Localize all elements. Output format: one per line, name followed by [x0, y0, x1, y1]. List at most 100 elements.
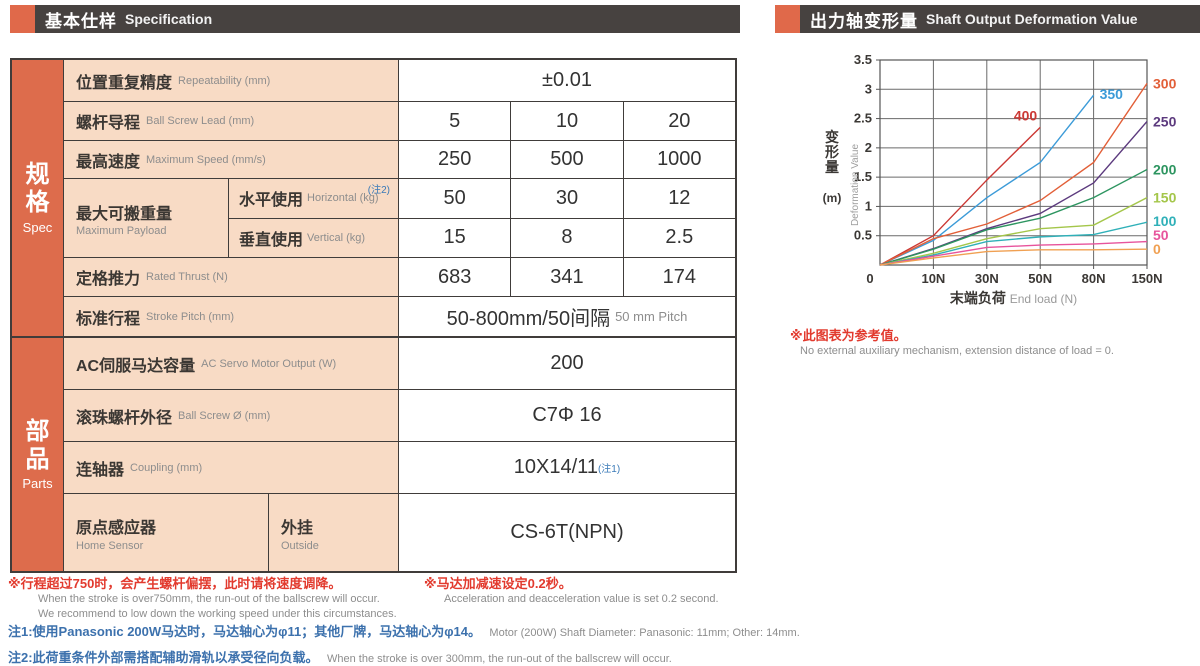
cell-value: C7Φ 16 [532, 404, 602, 426]
row-label-en: Maximum Speed (mm/s) [146, 153, 266, 166]
footnote-stroke-en1: When the stroke is over750mm, the run-ou… [38, 593, 380, 605]
sensor-label-en: Home Sensor [76, 539, 144, 552]
series-line-350 [879, 94, 1095, 266]
footnote-stroke: ※行程超过750时，会产生螺杆偏摆，此时请将速度调降。 When the str… [8, 573, 408, 622]
row-label-en: Repeatability (mm) [178, 74, 271, 87]
svg-text:2.5: 2.5 [854, 111, 872, 126]
chart-note-cn: ※此图表为参考值。 [790, 328, 907, 343]
series-line-200 [879, 168, 1148, 266]
cell-value: 10 [511, 102, 624, 140]
spec-table: 规格 Spec 位置重复精度 Repeatability (mm) ±0.01 … [10, 58, 737, 573]
series-line-50 [879, 240, 1148, 266]
payload-horizontal-cn: 水平使用 [239, 192, 304, 210]
deformation-chart-svg: 0.511.522.533.50 10N 30N 50N 80N 150N40035005… [823, 52, 1177, 306]
cell-value: 174 [662, 265, 696, 288]
deformation-header: 出力轴变形量 Shaft Output Deformation Value [775, 5, 1200, 33]
spec-section: 规格 Spec 位置重复精度 Repeatability (mm) ±0.01 … [12, 60, 735, 338]
table-row-thrust: 定格推力 Rated Thrust (N) 683 341 174 [64, 258, 735, 297]
orange-square-icon [775, 5, 800, 33]
stroke-value-main: 50-800mm/50间隔 [446, 308, 611, 330]
x-axis-title: 末端负荷 End load (N) [950, 290, 1077, 306]
payload-vertical-cn: 垂直使用 [239, 231, 304, 249]
deformation-chart: 0.5 1 1.5 2 2.5 3 3.5 0 10N 30N 50N 80N 150N 400 350 0 5… [770, 50, 1200, 359]
cell-value: 500 [511, 141, 624, 178]
svg-text:50N: 50N [1028, 271, 1052, 286]
series-label-200: 200 [1153, 162, 1177, 178]
svg-text:(m): (m) [823, 191, 842, 205]
cell-value: 5 [399, 102, 512, 140]
cell-value: 250 [399, 141, 512, 178]
sensor-sub-cn: 外挂 [281, 519, 314, 537]
table-row-sensor: 原点感应器 Home Sensor 外挂 Outside CS-6T(NPN) [64, 494, 735, 571]
note1-superscript: (注1) [597, 464, 621, 475]
series-line-400 [879, 126, 1041, 266]
cell-value: 341 [511, 258, 624, 296]
y-axis-title-cn: 变形量 [825, 129, 839, 175]
row-label-cn: 标准行程 [76, 310, 141, 328]
row-label-en: Stroke Pitch (mm) [146, 310, 235, 323]
cell-value: ±0.01 [542, 69, 592, 91]
chart-note-en: No external auxiliary mechanism, extensi… [800, 345, 1114, 357]
series-line-0 [879, 248, 1148, 266]
spec-section-label-cn: 规格 [25, 161, 50, 216]
series-label-400: 400 [1014, 107, 1038, 123]
footnote-2: 注2:此荷重条件外部需搭配辅助滑轨以承受径向负载。 When the strok… [8, 647, 1188, 666]
numbered-footnotes: 注1:使用Panasonic 200W马达时，马达轴心为φ11；其他厂牌，马达轴… [8, 621, 1188, 666]
series-label-0: 0 [1153, 241, 1161, 257]
series-label-50: 50 [1153, 227, 1169, 243]
chart-note: ※此图表为参考值。 No external auxiliary mechanis… [790, 325, 1200, 359]
svg-text:0: 0 [866, 271, 873, 286]
cell-value: 2.5 [665, 226, 694, 249]
parts-section-label-cn: 部品 [25, 417, 50, 473]
cell-value: 200 [550, 352, 584, 374]
svg-text:80N: 80N [1082, 271, 1106, 286]
cell-value: 1000 [657, 148, 702, 170]
payload-vertical-en: Vertical (kg) [307, 231, 366, 244]
parts-section: 部品 Parts AC伺服马达容量 AC Servo Motor Output … [12, 338, 735, 571]
cell-value: 683 [399, 258, 512, 296]
footnote-1-cn: 注1:使用Panasonic 200W马达时，马达轴心为φ11；其他厂牌，马达轴… [8, 624, 481, 639]
footnote-stroke-en2: We recommend to low down the working spe… [38, 608, 397, 620]
series-label-350: 350 [1100, 86, 1124, 102]
table-row-speed: 最高速度 Maximum Speed (mm/s) 250 500 1000 [64, 141, 735, 179]
series-label-150: 150 [1153, 190, 1177, 206]
sensor-label-cn: 原点感应器 [76, 519, 157, 537]
specification-header: 基本仕样 Specification [10, 5, 740, 33]
payload-group-en: Maximum Payload [76, 224, 167, 237]
y-axis-title-en: Deformation Value [850, 144, 861, 227]
table-row-repeatability: 位置重复精度 Repeatability (mm) ±0.01 [64, 60, 735, 102]
row-label-cn: 最高速度 [76, 153, 141, 171]
svg-text:2: 2 [865, 140, 872, 155]
orange-square-icon [10, 5, 35, 33]
footnote-2-cn: 注2:此荷重条件外部需搭配辅助滑轨以承受径向负载。 [8, 650, 319, 665]
parts-section-header: 部品 Parts [12, 338, 64, 571]
row-label-en: AC Servo Motor Output (W) [201, 357, 337, 370]
payload-horizontal-row: 水平使用 Horizontal (kg) (注2) 50 30 12 [229, 179, 735, 219]
row-label-cn: 位置重复精度 [76, 74, 173, 92]
row-label-en: Ball Screw Lead (mm) [146, 115, 255, 127]
svg-text:3: 3 [865, 81, 872, 96]
cell-value: 50 [399, 179, 512, 218]
table-row-motor: AC伺服马达容量 AC Servo Motor Output (W) 200 [64, 338, 735, 390]
deformation-title-en: Shaft Output Deformation Value [926, 11, 1138, 27]
svg-text:150N: 150N [1131, 271, 1162, 286]
sensor-sub-en: Outside [281, 539, 319, 552]
row-label-cn: AC伺服马达容量 [76, 357, 196, 375]
row-label-en: Rated Thrust (N) [146, 271, 228, 283]
footnote-stroke-cn: ※行程超过750时，会产生螺杆偏摆，此时请将速度调降。 [8, 576, 342, 591]
coupling-value: 10X14/11 [513, 456, 598, 478]
svg-text:3.5: 3.5 [854, 52, 872, 67]
series-label-250: 250 [1153, 114, 1177, 130]
cell-value: 10X14/11 (注1) [399, 442, 735, 493]
footnote-2-en: When the stroke is over 300mm, the run-o… [327, 653, 672, 665]
table-row-screw: 滚珠螺杆外径 Ball Screw Ø (mm) C7Φ 16 [64, 390, 735, 442]
series-label-300: 300 [1153, 75, 1177, 91]
row-label-cn: 连轴器 [76, 461, 125, 479]
row-label-cn: 滚珠螺杆外径 [76, 409, 173, 427]
row-label-cn: 定格推力 [76, 271, 141, 288]
footnote-1-en: Motor (200W) Shaft Diameter: Panasonic: … [489, 627, 800, 639]
series-line-100 [879, 221, 1148, 266]
spec-section-label-en: Spec [22, 219, 53, 235]
parts-section-label-en: Parts [22, 476, 53, 492]
